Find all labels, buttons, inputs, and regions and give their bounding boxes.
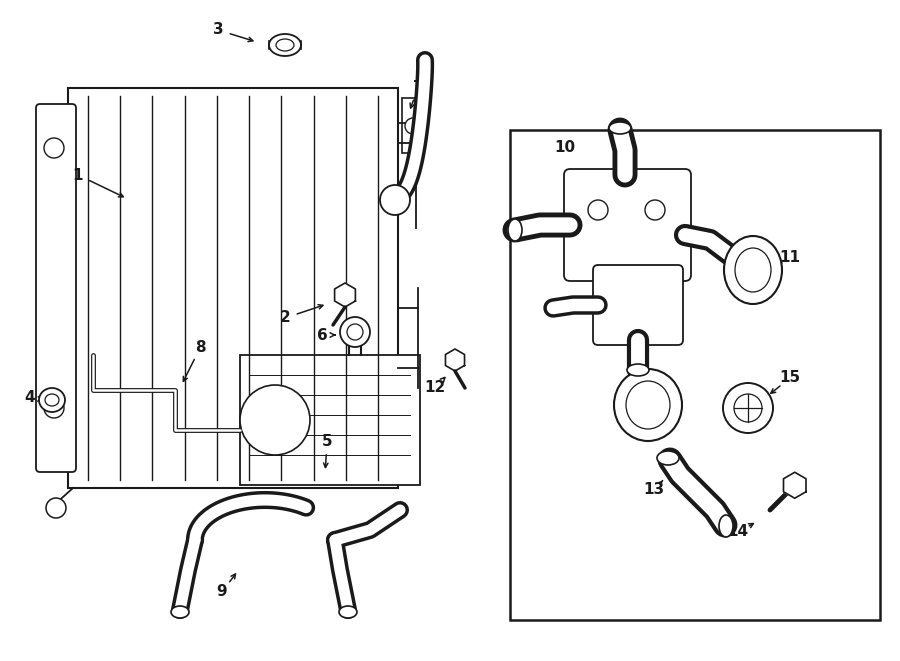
Text: 11: 11 [779,251,800,266]
Circle shape [340,317,370,347]
Ellipse shape [734,394,762,422]
Ellipse shape [723,383,773,433]
Circle shape [347,324,363,340]
Circle shape [46,498,66,518]
Ellipse shape [735,248,771,292]
Ellipse shape [276,39,294,51]
Ellipse shape [45,394,59,406]
Bar [510,130,880,620]
Ellipse shape [657,451,679,465]
Circle shape [645,200,665,220]
Ellipse shape [609,122,631,134]
Bar [240,355,420,485]
Text: 4: 4 [24,391,35,405]
Text: 8: 8 [194,340,205,356]
Ellipse shape [626,381,670,429]
Text: 2: 2 [280,311,291,325]
Circle shape [405,118,421,134]
Polygon shape [446,349,464,371]
Circle shape [44,138,64,158]
Polygon shape [784,472,806,498]
Ellipse shape [719,515,733,537]
Text: 14: 14 [727,524,749,539]
Text: 13: 13 [644,483,664,498]
Text: 3: 3 [212,22,223,38]
Ellipse shape [339,606,357,618]
FancyBboxPatch shape [36,104,76,472]
Text: 9: 9 [217,584,228,600]
Text: 12: 12 [425,381,446,395]
Ellipse shape [508,219,522,241]
Polygon shape [335,283,356,307]
Bar [402,98,424,153]
Circle shape [240,385,310,455]
Text: 7: 7 [413,81,423,95]
Text: 1: 1 [73,167,83,182]
Ellipse shape [39,388,65,412]
Ellipse shape [627,364,649,376]
Bar [68,88,398,488]
Text: 10: 10 [554,141,576,155]
FancyBboxPatch shape [564,169,691,281]
Text: 16: 16 [637,391,659,405]
FancyBboxPatch shape [593,265,683,345]
Circle shape [44,398,64,418]
Text: 5: 5 [321,434,332,449]
Ellipse shape [614,369,682,441]
Ellipse shape [171,606,189,618]
Text: 15: 15 [779,371,801,385]
Ellipse shape [269,34,301,56]
Circle shape [588,200,608,220]
Ellipse shape [724,236,782,304]
Text: 6: 6 [317,327,328,342]
Circle shape [380,185,410,215]
